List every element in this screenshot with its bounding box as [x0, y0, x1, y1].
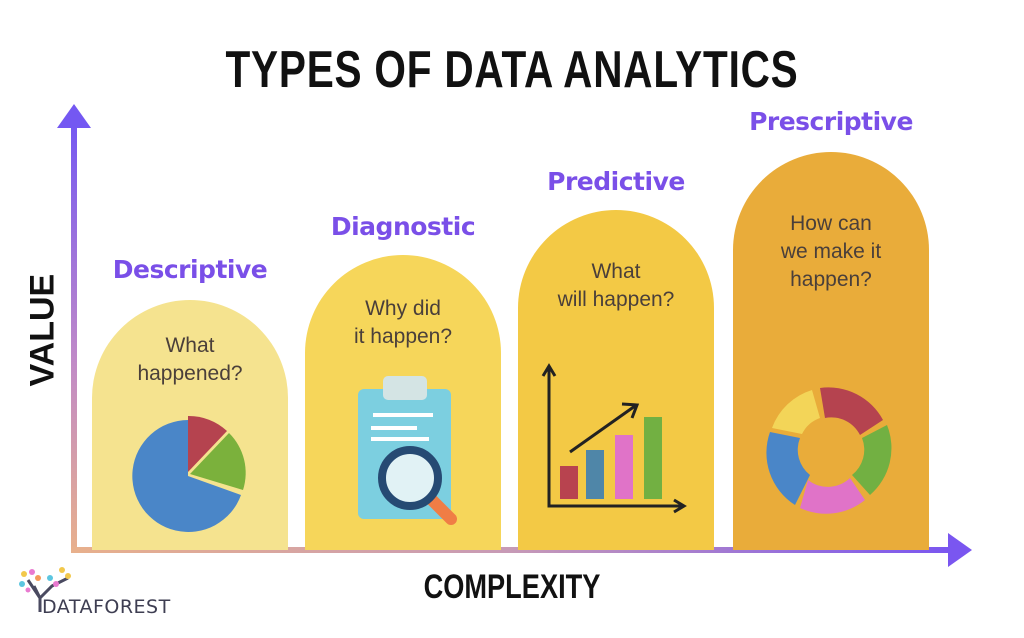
question-line: How can: [790, 212, 872, 235]
question-line: it happen?: [353, 325, 453, 348]
question-line: we make it: [780, 240, 882, 263]
question-line: will happen?: [557, 288, 675, 311]
x-axis-arrow: [71, 533, 972, 567]
cycle-ring-icon: [766, 387, 892, 514]
prescriptive-label: Prescriptive: [749, 107, 913, 136]
clipboard-magnifier-icon: [358, 376, 457, 525]
pie-chart-icon: [132, 415, 246, 532]
question-line: Why did: [365, 297, 441, 320]
diagnostic-column: Why did it happen?: [305, 255, 501, 550]
dataforest-tree-logo: [19, 567, 71, 612]
prescriptive-question: How can we make it happen?: [733, 210, 929, 294]
page-title: TYPES OF DATA ANALYTICS: [225, 41, 799, 99]
question-line: What: [591, 260, 641, 283]
descriptive-question: What happened?: [92, 332, 288, 388]
prescriptive-column: How can we make it happen?: [733, 152, 929, 550]
predictive-question: What will happen?: [518, 258, 714, 314]
diagnostic-label: Diagnostic: [330, 212, 476, 241]
predictive-column: What will happen?: [518, 210, 714, 550]
y-axis-arrow: [57, 104, 91, 553]
bar-chart-growth-icon: [541, 363, 687, 514]
y-axis-label: VALUE: [23, 273, 62, 387]
descriptive-label: Descriptive: [112, 255, 268, 284]
question-line: What: [165, 334, 215, 357]
dataforest-logo-text: DATAFOREST: [42, 596, 171, 618]
question-line: happened?: [137, 362, 243, 385]
descriptive-column: What happened?: [92, 300, 288, 550]
diagnostic-question: Why did it happen?: [305, 295, 501, 351]
predictive-label: Predictive: [547, 167, 685, 196]
x-axis-label: COMPLEXITY: [423, 568, 601, 606]
question-line: happen?: [790, 268, 872, 291]
